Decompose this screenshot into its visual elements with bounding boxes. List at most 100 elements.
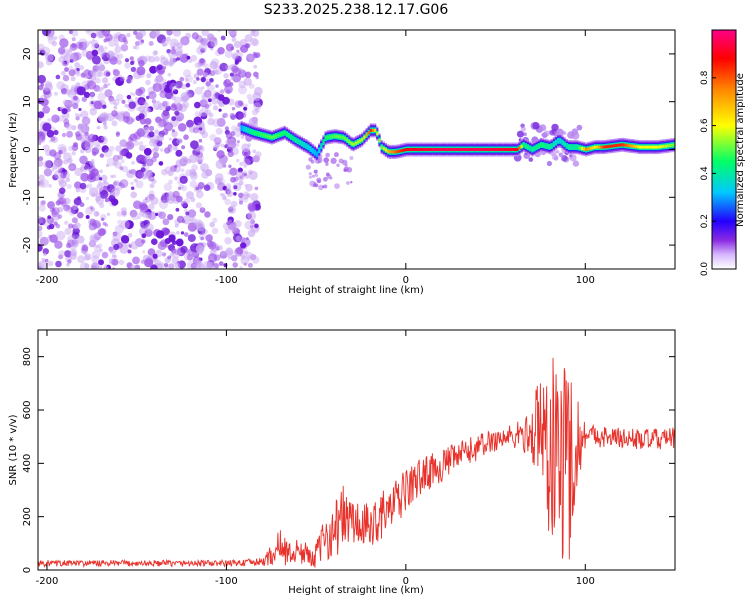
ridge-segment [671, 143, 674, 147]
ridge-segment [266, 134, 269, 138]
noise-blob [152, 253, 158, 259]
noise-blob [181, 219, 186, 223]
noise-blob [106, 51, 115, 60]
noise-blob [47, 201, 55, 209]
noise-blob [162, 78, 167, 83]
ridge-segment [598, 145, 601, 149]
noise-blob [209, 133, 217, 142]
ridge-segment [466, 148, 469, 151]
ridge-segment [507, 148, 510, 151]
noise-blob [205, 81, 211, 87]
noise-blob [90, 101, 94, 105]
noise-blob [139, 118, 147, 125]
noise-blob [51, 207, 60, 216]
noise-blob [238, 192, 244, 199]
noise-blob [68, 145, 74, 151]
noise-blob [120, 220, 130, 230]
noise-blob [198, 122, 205, 129]
noise-blob [198, 127, 203, 131]
noise-blob [228, 256, 232, 260]
ridge-segment [591, 146, 594, 150]
snr-content [38, 357, 675, 569]
noise-blob [72, 102, 79, 110]
noise-blob [116, 93, 124, 101]
ridge-segment [641, 145, 644, 149]
noise-blob [171, 250, 181, 259]
noise-blob [99, 189, 109, 199]
noise-blob [218, 261, 224, 266]
noise-blob [80, 72, 86, 78]
noise-blob [138, 141, 144, 146]
noise-blob [54, 240, 63, 249]
noise-blob [169, 57, 176, 65]
noise-blob [154, 56, 160, 62]
noise-blob [206, 261, 214, 269]
noise-blob [38, 74, 46, 84]
noise-blob [120, 44, 129, 52]
noise-blob [52, 208, 56, 212]
noise-blob [216, 117, 226, 127]
noise-blob [158, 199, 169, 210]
noise-blob [308, 172, 312, 176]
noise-blob [167, 214, 174, 221]
noise-blob [323, 176, 328, 182]
noise-blob [112, 232, 122, 242]
noise-blob [83, 91, 90, 98]
noise-blob [200, 76, 206, 83]
noise-blob [65, 89, 72, 96]
noise-blob [326, 174, 332, 180]
noise-blob [57, 166, 63, 172]
noise-blob [85, 196, 89, 200]
noise-blob [89, 218, 97, 227]
ridge-segment [589, 146, 592, 150]
noise-blob [115, 145, 122, 152]
ridge-segment [300, 142, 304, 146]
noise-blob [120, 235, 130, 244]
noise-blob [200, 236, 204, 241]
ridge-segment [391, 150, 394, 154]
ridge-segment [432, 148, 435, 151]
noise-blob [61, 61, 66, 66]
noise-blob [130, 191, 138, 199]
noise-blob [196, 145, 205, 153]
noise-blob [112, 98, 120, 106]
noise-blob [311, 174, 315, 178]
ridge-segment [290, 135, 293, 139]
noise-blob [546, 160, 553, 167]
noise-blob [103, 180, 108, 184]
noise-blob [44, 82, 53, 92]
noise-blob [80, 172, 90, 182]
ridge-segment [649, 145, 652, 149]
ridge-segment [576, 145, 579, 149]
noise-blob [138, 113, 145, 120]
noise-blob [543, 130, 550, 137]
noise-blob [147, 211, 157, 221]
noise-blob [75, 41, 84, 49]
noise-blob [142, 106, 150, 113]
noise-blob [151, 238, 158, 245]
noise-blob [231, 37, 237, 42]
noise-blob [61, 132, 67, 138]
noise-blob [67, 259, 72, 264]
noise-blob [161, 101, 168, 107]
noise-blob [131, 186, 135, 190]
noise-blob [228, 30, 237, 37]
noise-blob [81, 244, 89, 252]
noise-blob [141, 233, 147, 239]
noise-blob [112, 231, 118, 237]
noise-blob [168, 263, 175, 269]
ridge-segment [253, 131, 256, 135]
ridge-segment [445, 148, 448, 151]
ridge-segment [287, 134, 291, 138]
snr-frame [37, 329, 676, 571]
noise-blob [567, 131, 575, 139]
noise-blob [104, 89, 113, 98]
noise-blob [38, 134, 46, 143]
noise-blob [158, 161, 164, 166]
snr-axes: -200 -100 0 100 0 200 400 600 800 [22, 330, 675, 587]
ridge-segment [544, 144, 547, 148]
ridge-segment [462, 148, 465, 151]
noise-blob [58, 187, 66, 194]
ridge-segment [604, 145, 607, 149]
noise-blob [165, 30, 173, 34]
